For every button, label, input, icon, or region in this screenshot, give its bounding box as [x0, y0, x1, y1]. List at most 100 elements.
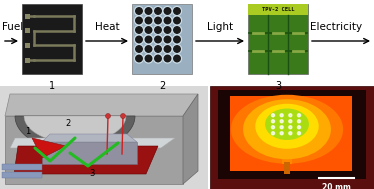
Circle shape	[280, 114, 283, 117]
Text: Heat: Heat	[95, 22, 119, 32]
Circle shape	[144, 35, 153, 44]
Circle shape	[136, 17, 142, 24]
Circle shape	[155, 27, 161, 33]
Polygon shape	[183, 94, 198, 184]
Ellipse shape	[243, 99, 331, 159]
Circle shape	[144, 54, 153, 63]
Ellipse shape	[265, 108, 309, 140]
Bar	[210, 86, 374, 189]
Circle shape	[154, 26, 162, 34]
Circle shape	[144, 45, 153, 53]
Circle shape	[272, 126, 275, 129]
Circle shape	[145, 27, 152, 33]
Circle shape	[163, 54, 172, 63]
Circle shape	[172, 35, 181, 44]
Text: 2: 2	[159, 81, 165, 91]
Circle shape	[136, 55, 142, 62]
Circle shape	[135, 35, 144, 44]
Text: Light: Light	[207, 22, 233, 32]
Polygon shape	[10, 138, 175, 148]
Polygon shape	[42, 134, 137, 142]
Circle shape	[144, 16, 153, 25]
Circle shape	[135, 45, 144, 53]
Bar	[25, 43, 30, 48]
Circle shape	[172, 45, 181, 53]
Circle shape	[136, 46, 142, 52]
Text: Fuel: Fuel	[2, 22, 23, 32]
Circle shape	[164, 55, 171, 62]
Circle shape	[144, 26, 153, 34]
Circle shape	[174, 8, 180, 14]
Circle shape	[145, 46, 152, 52]
Polygon shape	[2, 164, 42, 170]
Circle shape	[135, 26, 144, 34]
Circle shape	[136, 8, 142, 14]
Bar	[248, 4, 308, 15]
Circle shape	[174, 36, 180, 43]
Polygon shape	[24, 116, 126, 143]
Circle shape	[289, 114, 292, 117]
Bar	[282, 146, 292, 164]
Bar	[284, 162, 290, 174]
Circle shape	[164, 46, 171, 52]
Bar	[25, 13, 30, 19]
Ellipse shape	[231, 95, 343, 164]
Circle shape	[272, 114, 275, 117]
Circle shape	[155, 46, 161, 52]
Polygon shape	[5, 94, 198, 116]
Circle shape	[172, 7, 181, 15]
Circle shape	[297, 126, 300, 129]
Polygon shape	[42, 142, 137, 164]
Circle shape	[164, 36, 171, 43]
Text: 1: 1	[49, 81, 55, 91]
Bar	[248, 4, 308, 74]
Bar	[22, 4, 82, 74]
Text: 1: 1	[25, 128, 31, 136]
Circle shape	[120, 114, 126, 119]
Circle shape	[297, 114, 300, 117]
Circle shape	[136, 36, 142, 43]
Circle shape	[154, 35, 162, 44]
Circle shape	[154, 54, 162, 63]
Circle shape	[272, 132, 275, 135]
Bar	[218, 90, 366, 179]
Circle shape	[289, 132, 292, 135]
Circle shape	[163, 35, 172, 44]
Circle shape	[136, 27, 142, 33]
Circle shape	[135, 7, 144, 15]
Circle shape	[174, 55, 180, 62]
Circle shape	[155, 36, 161, 43]
Circle shape	[155, 17, 161, 24]
Text: 2: 2	[65, 119, 71, 129]
Polygon shape	[5, 116, 183, 184]
Polygon shape	[14, 146, 158, 174]
Polygon shape	[32, 138, 66, 158]
Circle shape	[145, 55, 152, 62]
Circle shape	[154, 45, 162, 53]
Circle shape	[172, 16, 181, 25]
Circle shape	[172, 54, 181, 63]
Circle shape	[145, 36, 152, 43]
Circle shape	[172, 26, 181, 34]
Polygon shape	[15, 116, 135, 151]
Circle shape	[163, 7, 172, 15]
Circle shape	[163, 45, 172, 53]
Circle shape	[145, 17, 152, 24]
Bar	[230, 96, 352, 171]
Circle shape	[164, 8, 171, 14]
Circle shape	[164, 27, 171, 33]
Circle shape	[174, 27, 180, 33]
Circle shape	[280, 120, 283, 123]
Text: TPV-2 CELL: TPV-2 CELL	[262, 7, 294, 12]
Circle shape	[164, 17, 171, 24]
Circle shape	[155, 55, 161, 62]
Circle shape	[297, 132, 300, 135]
Bar	[25, 28, 30, 33]
Circle shape	[155, 8, 161, 14]
Circle shape	[280, 126, 283, 129]
Circle shape	[174, 46, 180, 52]
Circle shape	[280, 132, 283, 135]
Text: 3: 3	[89, 170, 95, 178]
Circle shape	[272, 120, 275, 123]
Circle shape	[163, 26, 172, 34]
